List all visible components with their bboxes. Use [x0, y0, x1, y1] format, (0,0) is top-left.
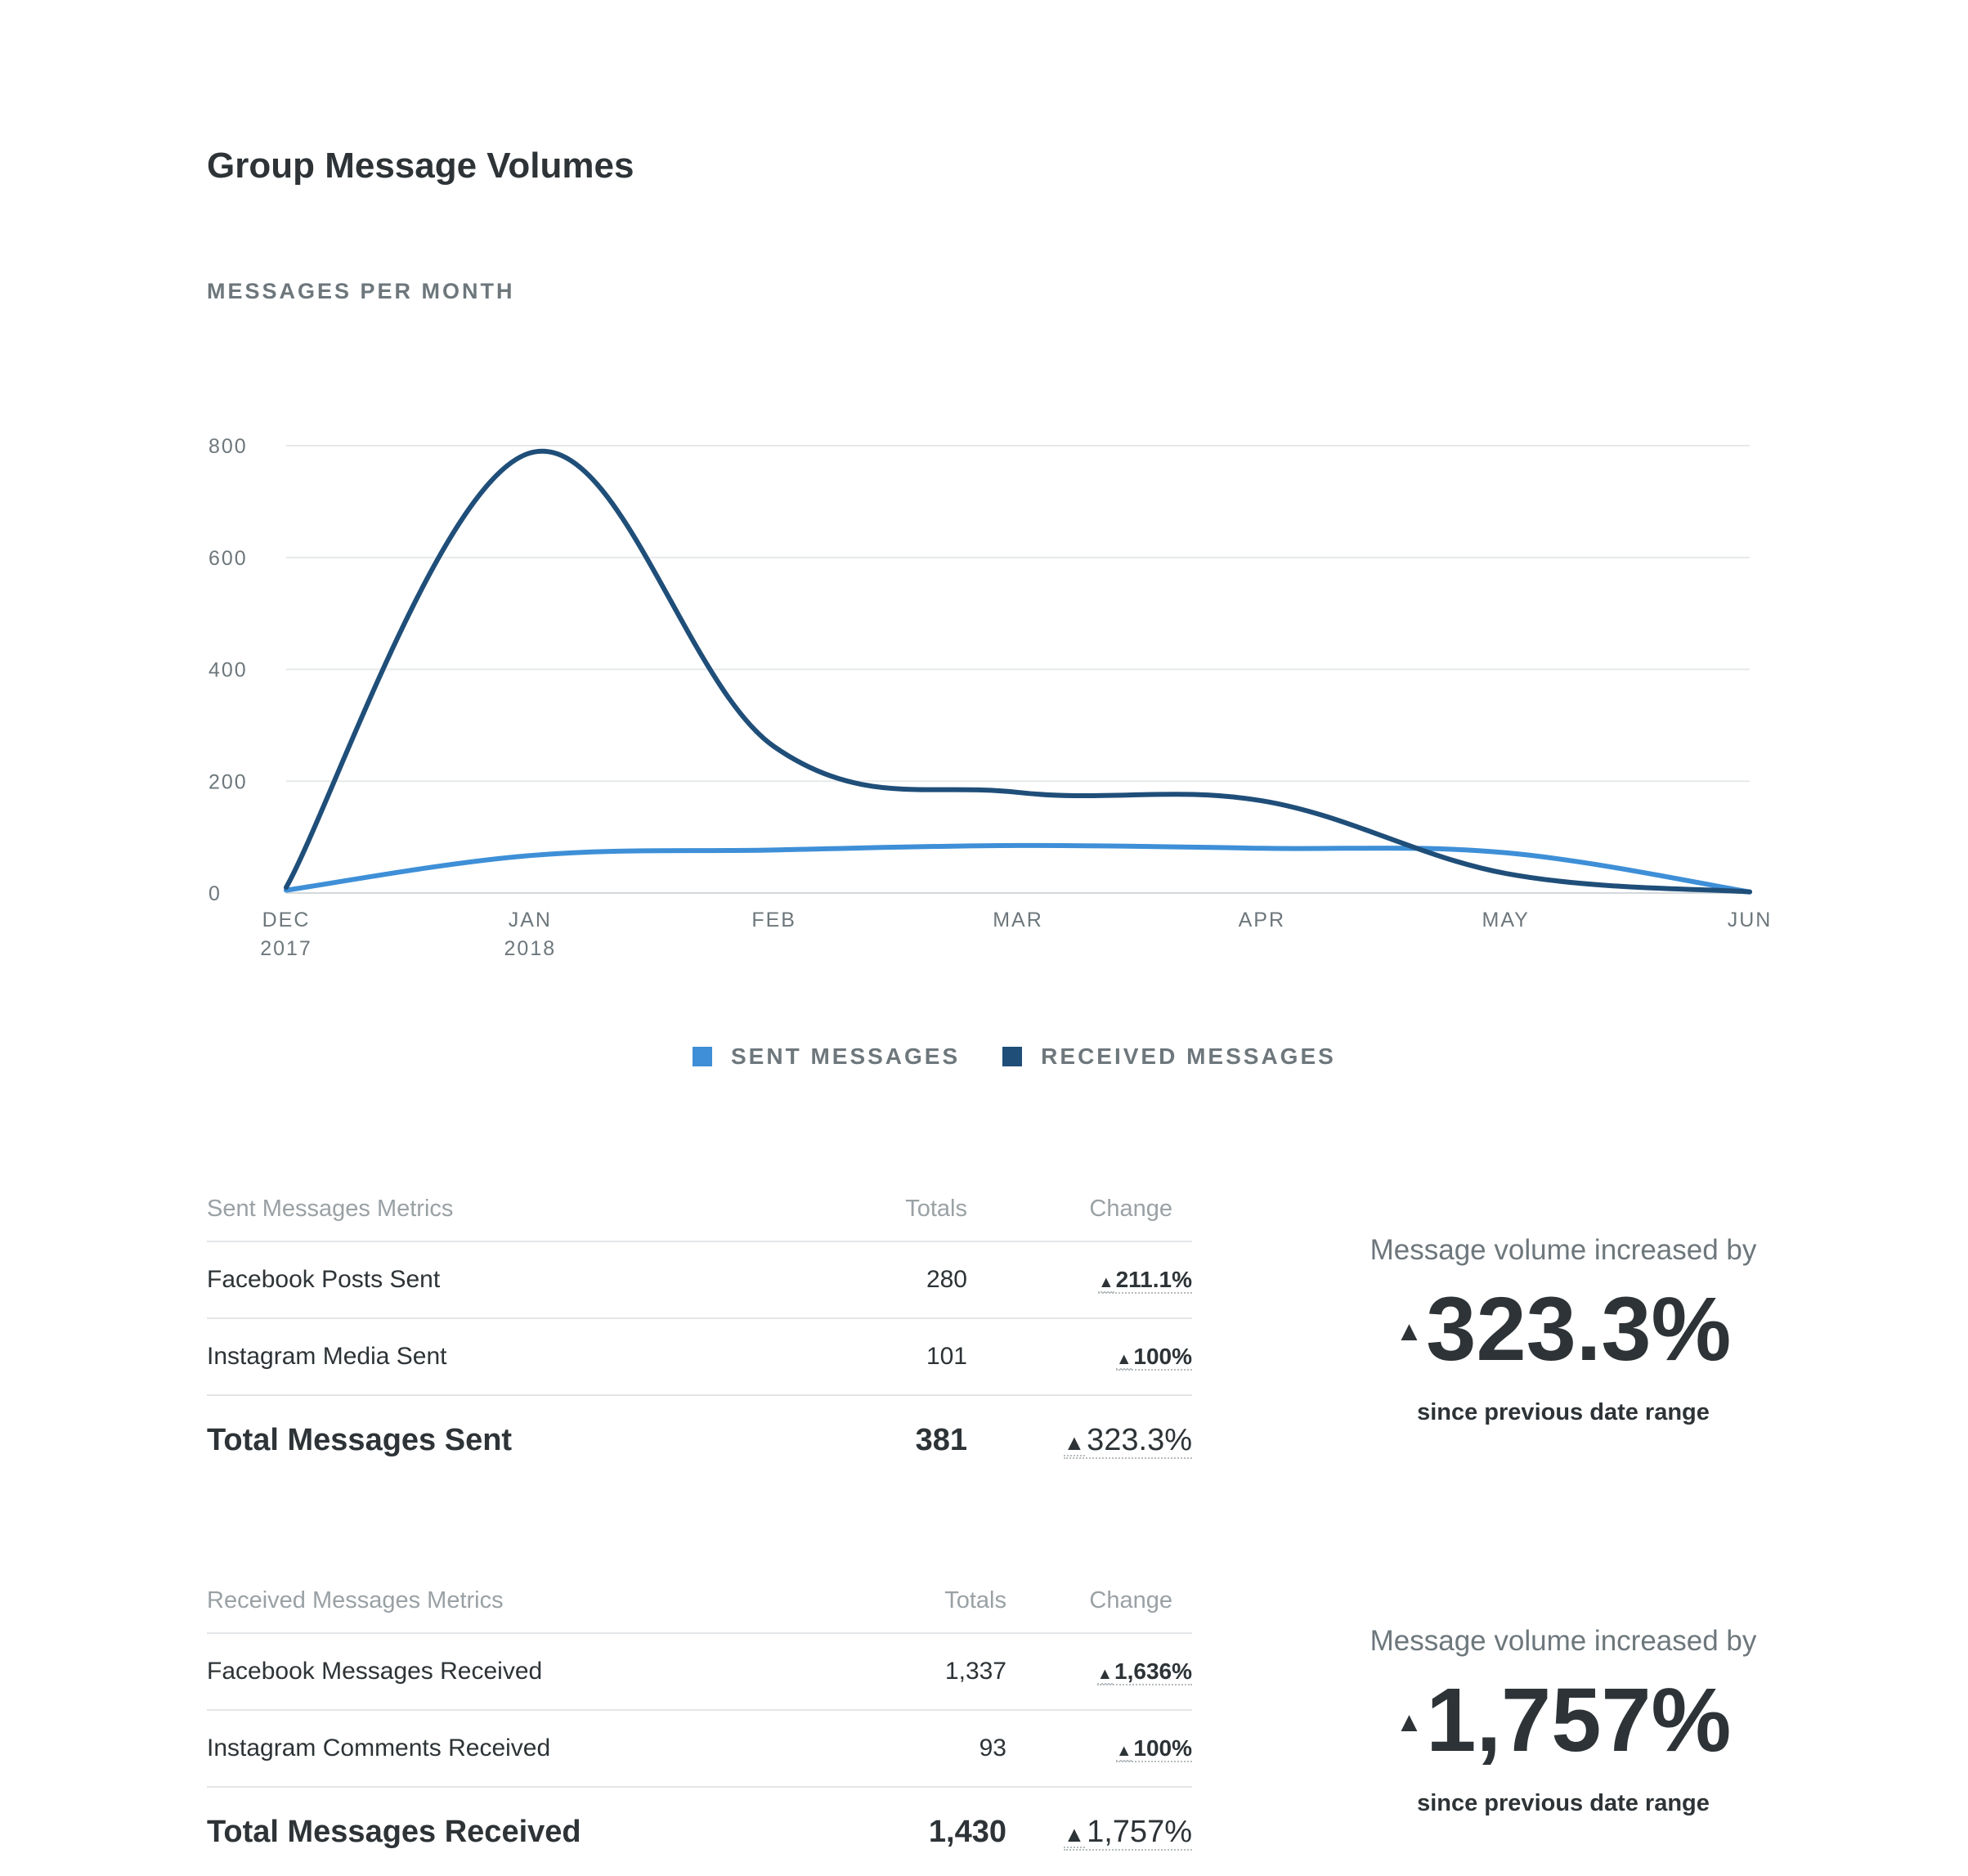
row-change: ▲100% [967, 1318, 1192, 1396]
row-total: 101 [771, 1318, 967, 1396]
x-tick-label: MAY [1482, 909, 1530, 931]
total-value: 1,430 [928, 1814, 1006, 1849]
x-tick-label: APR [1239, 909, 1285, 931]
legend-label-sent: SENT MESSAGES [731, 1043, 961, 1069]
up-arrow-icon: ▲ [1063, 1821, 1086, 1848]
total-label: Total Messages Received [207, 1814, 581, 1849]
y-tick-label: 600 [208, 547, 248, 570]
row-total: 93 [771, 1710, 1006, 1788]
up-arrow-icon: ▲ [1395, 1315, 1423, 1347]
summary-foot: since previous date range [1417, 1790, 1710, 1816]
column-header-totals: Totals [771, 1587, 1006, 1634]
row-label: Facebook Posts Sent [207, 1241, 771, 1319]
row-change: ▲1,636% [1006, 1633, 1192, 1711]
legend-label-received: RECEIVED MESSAGES [1041, 1043, 1336, 1069]
summary-lead: Message volume increased by [1370, 1234, 1757, 1266]
chart-legend: SENT MESSAGES RECEIVED MESSAGES [693, 1043, 1378, 1070]
x-tick-label: FEB [751, 909, 796, 931]
summary-foot: since previous date range [1417, 1399, 1710, 1425]
received-metrics-table: Received Messages Metrics Totals Change … [207, 1587, 1192, 1876]
line-chart: 0 200 400 600 800 DEC 2017 JAN 2018 FEB MAR APR MAY J… [208, 435, 1773, 960]
column-header-metric: Received Messages Metrics [207, 1587, 771, 1634]
up-arrow-icon: ▲ [1098, 1273, 1114, 1293]
up-arrow-icon: ▲ [1395, 1706, 1423, 1738]
row-total: 1,337 [771, 1633, 1006, 1711]
sent-metrics-table: Sent Messages Metrics Totals Change Face… [207, 1196, 1192, 1484]
summary-percent: 1,757% [1426, 1670, 1732, 1771]
table-row: Facebook Messages Received 1,337 ▲1,636% [207, 1633, 1192, 1711]
legend-item-sent[interactable]: SENT MESSAGES [693, 1043, 960, 1070]
page-title: Group Message Volumes [207, 146, 634, 186]
total-label: Total Messages Sent [207, 1422, 513, 1457]
change-value[interactable]: ▲100% [1115, 1344, 1192, 1371]
series-line-sent [284, 842, 1752, 895]
y-tick-label: 800 [208, 435, 248, 458]
summary-value: ▲323.3% [1277, 1285, 1849, 1375]
column-header-change: Change [967, 1196, 1192, 1242]
total-change: ▲323.3% [967, 1395, 1192, 1484]
change-value[interactable]: ▲100% [1115, 1735, 1192, 1762]
legend-item-received[interactable]: RECEIVED MESSAGES [1002, 1043, 1336, 1070]
total-row: Total Messages Received 1,430 ▲1,757% [207, 1787, 1192, 1876]
column-header-metric: Sent Messages Metrics [207, 1196, 771, 1242]
chart-subtitle: MESSAGES PER MONTH [207, 279, 515, 303]
x-tick-label: JAN [509, 909, 552, 931]
table-row: Facebook Posts Sent 280 ▲211.1% [207, 1241, 1192, 1319]
row-label: Instagram Comments Received [207, 1710, 771, 1788]
total-change: ▲1,757% [1006, 1787, 1192, 1876]
x-tick-label: 2018 [504, 937, 557, 960]
y-tick-label: 400 [208, 659, 248, 682]
row-total: 280 [771, 1241, 967, 1319]
table-header-row: Received Messages Metrics Totals Change [207, 1587, 1192, 1634]
x-tick-label: JUN [1728, 909, 1773, 931]
up-arrow-icon: ▲ [1096, 1665, 1114, 1685]
table-row: Instagram Comments Received 93 ▲100% [207, 1710, 1192, 1788]
sent-summary: Message volume increased by ▲323.3% sinc… [1277, 1234, 1849, 1426]
row-change: ▲100% [1006, 1710, 1192, 1788]
x-tick-label: MAR [993, 909, 1043, 931]
up-arrow-icon: ▲ [1115, 1350, 1132, 1370]
change-value[interactable]: ▲323.3% [1063, 1422, 1192, 1459]
up-arrow-icon: ▲ [1063, 1429, 1086, 1456]
row-label: Instagram Media Sent [207, 1318, 771, 1396]
table-header-row: Sent Messages Metrics Totals Change [207, 1196, 1192, 1242]
total-value: 381 [915, 1422, 967, 1457]
row-change: ▲211.1% [967, 1241, 1192, 1319]
total-row: Total Messages Sent 381 ▲323.3% [207, 1395, 1192, 1484]
summary-percent: 323.3% [1426, 1279, 1732, 1380]
received-summary: Message volume increased by ▲1,757% sinc… [1277, 1625, 1849, 1817]
column-header-totals: Totals [771, 1196, 967, 1242]
summary-lead: Message volume increased by [1370, 1625, 1757, 1657]
y-tick-label: 200 [208, 770, 248, 793]
summary-value: ▲1,757% [1277, 1676, 1849, 1766]
y-tick-label: 0 [208, 882, 222, 905]
up-arrow-icon: ▲ [1115, 1742, 1132, 1762]
change-value[interactable]: ▲211.1% [1098, 1267, 1192, 1294]
legend-swatch-received [1002, 1047, 1023, 1066]
column-header-change: Change [1006, 1587, 1192, 1634]
change-value[interactable]: ▲1,757% [1063, 1814, 1192, 1851]
x-tick-label: DEC [262, 909, 311, 931]
change-value[interactable]: ▲1,636% [1096, 1658, 1192, 1685]
series-line-received [284, 448, 1752, 895]
row-label: Facebook Messages Received [207, 1633, 771, 1711]
legend-swatch-sent [693, 1047, 712, 1066]
table-row: Instagram Media Sent 101 ▲100% [207, 1318, 1192, 1396]
x-tick-label: 2017 [260, 937, 312, 960]
